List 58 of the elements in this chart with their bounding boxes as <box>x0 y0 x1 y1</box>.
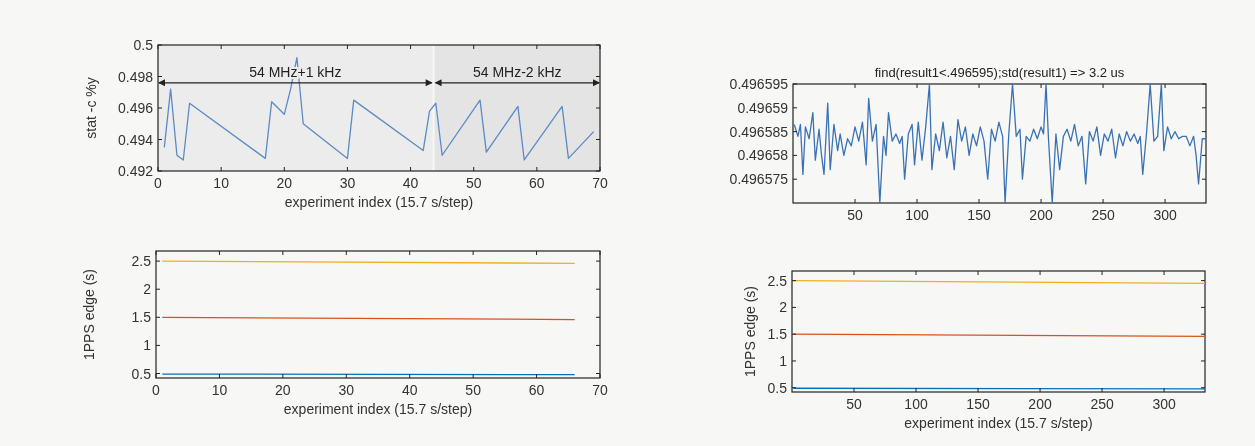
y-tick-label: 0.496595 <box>729 76 789 92</box>
x-tick-label: 100 <box>905 207 929 223</box>
y-axis-title: 1PPS edge (s) <box>742 285 758 378</box>
y-tick-label: 2.5 <box>767 272 788 289</box>
y-tick-label: 0.49658 <box>737 147 789 164</box>
x-tick-label: 50 <box>465 175 482 191</box>
y-tick-label: 0.5 <box>133 37 154 53</box>
y-tick-label: 2 <box>143 281 152 298</box>
x-tick-label: 30 <box>338 382 355 398</box>
x-tick-label: 60 <box>529 175 545 191</box>
x-tick-label: 200 <box>1029 207 1053 223</box>
y-tick-label: 0.492 <box>117 163 154 179</box>
x-tick-label: 60 <box>528 382 545 398</box>
chart-title: find(result1<.496595);std(result1) => 3.2 us <box>874 65 1125 80</box>
y-tick-label: 0.5 <box>767 379 788 396</box>
y-tick-label: 1.5 <box>131 309 152 326</box>
x-tick-label: 300 <box>1152 396 1176 412</box>
y-axis-title: stat -c %y <box>83 77 99 139</box>
x-tick-label: 40 <box>402 175 419 191</box>
x-tick-label: 250 <box>1091 207 1115 223</box>
x-tick-label: 10 <box>211 382 228 398</box>
x-tick-label: 70 <box>592 175 608 191</box>
x-tick-label: 10 <box>213 175 230 191</box>
x-tick-label: 200 <box>1028 396 1052 412</box>
x-tick-label: 150 <box>966 396 990 412</box>
y-tick-label: 0.496575 <box>729 171 789 188</box>
y-tick-label: 0.49659 <box>737 99 789 116</box>
x-tick-label: 150 <box>967 207 991 223</box>
y-tick-label: 0.496 <box>117 100 154 116</box>
x-tick-label: 0 <box>152 382 161 398</box>
y-tick-label: 1.5 <box>767 326 788 343</box>
x-tick-label: 20 <box>276 175 293 191</box>
x-tick-label: 40 <box>401 382 418 398</box>
x-tick-label: 50 <box>465 382 482 398</box>
x-tick-label: 100 <box>904 396 928 412</box>
x-tick-label: 50 <box>847 207 864 223</box>
x-tick-label: 70 <box>592 382 608 398</box>
x-tick-label: 20 <box>275 382 291 398</box>
x-axis-title: experiment index (15.7 s/step) <box>904 415 1093 431</box>
x-tick-label: 0 <box>154 175 163 191</box>
y-tick-label: 1 <box>143 337 152 354</box>
y-axis-title: 1PPS edge (s) <box>81 268 97 361</box>
y-tick-label: 0.496585 <box>729 123 789 140</box>
x-tick-label: 300 <box>1153 207 1177 223</box>
x-tick-label: 250 <box>1090 396 1114 412</box>
x-tick-label: 50 <box>846 396 863 412</box>
x-tick-label: 30 <box>339 175 356 191</box>
line-series <box>163 56 595 161</box>
y-tick-label: 0.494 <box>117 131 154 148</box>
y-tick-label: 2 <box>779 299 788 316</box>
y-tick-label: 1 <box>779 352 788 369</box>
line-series <box>793 83 1207 204</box>
band-label: 54 MHz-2 kHz <box>472 63 562 80</box>
x-axis-title: experiment index (15.7 s/step) <box>283 401 473 417</box>
y-tick-label: 0.5 <box>131 365 152 382</box>
x-axis-title: experiment index (15.7 s/step) <box>284 194 474 210</box>
y-tick-label: 0.498 <box>117 68 154 85</box>
y-tick-label: 2.5 <box>131 253 152 270</box>
